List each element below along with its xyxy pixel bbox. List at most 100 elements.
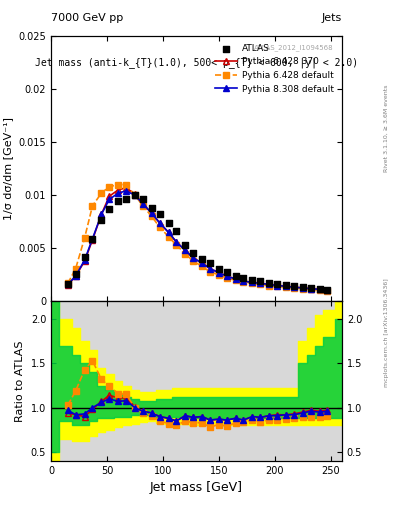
Pythia 6.428 370 xyxy=(284,283,288,289)
Pythia 6.428 default xyxy=(90,203,95,209)
Text: Rivet 3.1.10, ≥ 3.6M events: Rivet 3.1.10, ≥ 3.6M events xyxy=(384,84,389,172)
Pythia 6.428 370 xyxy=(308,286,313,292)
Pythia 8.308 default xyxy=(275,283,279,289)
Pythia 8.308 default xyxy=(82,257,87,263)
Pythia 8.308 default xyxy=(224,273,229,279)
Pythia 8.308 default xyxy=(241,278,246,284)
Pythia 6.428 default xyxy=(124,182,129,188)
Pythia 6.428 default xyxy=(267,283,272,289)
ATLAS xyxy=(199,255,205,263)
Pythia 6.428 default xyxy=(149,214,154,220)
Pythia 6.428 default xyxy=(132,192,137,198)
Pythia 6.428 370 xyxy=(292,284,296,290)
Pythia 8.308 default xyxy=(73,273,78,279)
Pythia 6.428 default xyxy=(107,184,112,190)
ATLAS xyxy=(173,227,180,236)
ATLAS xyxy=(241,274,247,282)
Pythia 8.308 default xyxy=(116,190,121,196)
Pythia 6.428 default xyxy=(99,190,104,196)
ATLAS xyxy=(324,286,331,294)
Pythia 6.428 default xyxy=(140,203,145,209)
Pythia 6.428 370 xyxy=(275,282,279,288)
Pythia 6.428 370 xyxy=(200,260,204,266)
Pythia 6.428 default xyxy=(157,224,162,230)
Pythia 8.308 default xyxy=(66,282,70,288)
ATLAS xyxy=(216,264,222,272)
Pythia 8.308 default xyxy=(90,236,95,242)
Pythia 6.428 default xyxy=(191,258,195,264)
Pythia 6.428 370 xyxy=(267,282,272,288)
Pythia 6.428 370 xyxy=(66,282,70,288)
Pythia 8.308 default xyxy=(157,220,162,226)
ATLAS xyxy=(182,241,189,249)
Pythia 6.428 default xyxy=(300,286,305,292)
Pythia 6.428 370 xyxy=(300,285,305,291)
Pythia 6.428 370 xyxy=(174,239,179,245)
Pythia 6.428 370 xyxy=(224,273,229,279)
Pythia 6.428 370 xyxy=(99,211,104,218)
Pythia 6.428 370 xyxy=(250,279,255,285)
Pythia 6.428 default xyxy=(317,287,322,293)
ATLAS xyxy=(207,259,213,267)
Pythia 6.428 370 xyxy=(73,273,78,279)
ATLAS xyxy=(291,282,297,290)
Line: Pythia 8.308 default: Pythia 8.308 default xyxy=(65,188,330,293)
ATLAS xyxy=(89,234,95,243)
Pythia 8.308 default xyxy=(208,265,212,271)
Pythia 6.428 370 xyxy=(107,193,112,199)
Pythia 6.428 370 xyxy=(132,191,137,197)
ATLAS xyxy=(132,191,138,199)
Text: ATLAS_2012_I1094568: ATLAS_2012_I1094568 xyxy=(253,44,333,51)
ATLAS xyxy=(123,196,129,204)
Pythia 6.428 370 xyxy=(191,255,195,261)
Pythia 6.428 370 xyxy=(157,220,162,226)
Pythia 6.428 default xyxy=(308,286,313,292)
Pythia 8.308 default xyxy=(99,211,104,218)
Pythia 8.308 default xyxy=(292,284,296,290)
ATLAS xyxy=(316,285,323,293)
ATLAS xyxy=(190,248,196,257)
Pythia 6.428 370 xyxy=(217,270,221,276)
ATLAS xyxy=(224,268,230,276)
Pythia 6.428 370 xyxy=(317,286,322,292)
Pythia 6.428 370 xyxy=(183,247,188,253)
Pythia 8.308 default xyxy=(284,283,288,289)
Pythia 6.428 default xyxy=(217,272,221,278)
ATLAS xyxy=(283,281,289,289)
Pythia 6.428 default xyxy=(183,250,188,257)
ATLAS xyxy=(307,284,314,292)
Pythia 6.428 370 xyxy=(325,287,330,293)
Pythia 8.308 default xyxy=(140,201,145,207)
Pythia 8.308 default xyxy=(300,285,305,291)
ATLAS xyxy=(274,280,280,288)
Pythia 8.308 default xyxy=(308,286,313,292)
Pythia 6.428 default xyxy=(166,233,171,240)
Pythia 6.428 default xyxy=(208,269,212,275)
Y-axis label: 1/σ dσ/dm [GeV⁻¹]: 1/σ dσ/dm [GeV⁻¹] xyxy=(3,117,13,220)
Pythia 6.428 370 xyxy=(241,278,246,284)
Pythia 6.428 default xyxy=(241,279,246,285)
Pythia 6.428 default xyxy=(292,285,296,291)
Pythia 8.308 default xyxy=(258,280,263,286)
Pythia 6.428 default xyxy=(224,275,229,281)
ATLAS xyxy=(98,216,105,224)
Pythia 8.308 default xyxy=(267,282,272,288)
Y-axis label: Ratio to ATLAS: Ratio to ATLAS xyxy=(15,340,25,422)
Pythia 8.308 default xyxy=(317,286,322,292)
Pythia 8.308 default xyxy=(250,279,255,285)
Pythia 6.428 default xyxy=(284,284,288,290)
Pythia 8.308 default xyxy=(132,192,137,198)
Pythia 6.428 370 xyxy=(208,265,212,271)
ATLAS xyxy=(233,272,239,280)
Pythia 6.428 370 xyxy=(233,276,238,282)
Pythia 8.308 default xyxy=(325,287,330,293)
ATLAS xyxy=(299,283,306,291)
Pythia 8.308 default xyxy=(183,247,188,253)
Text: 7000 GeV pp: 7000 GeV pp xyxy=(51,13,123,23)
Pythia 6.428 370 xyxy=(140,201,145,207)
Pythia 8.308 default xyxy=(191,255,195,261)
Pythia 6.428 default xyxy=(174,242,179,248)
ATLAS xyxy=(81,253,88,261)
Pythia 6.428 default xyxy=(73,265,78,271)
Pythia 8.308 default xyxy=(217,270,221,276)
